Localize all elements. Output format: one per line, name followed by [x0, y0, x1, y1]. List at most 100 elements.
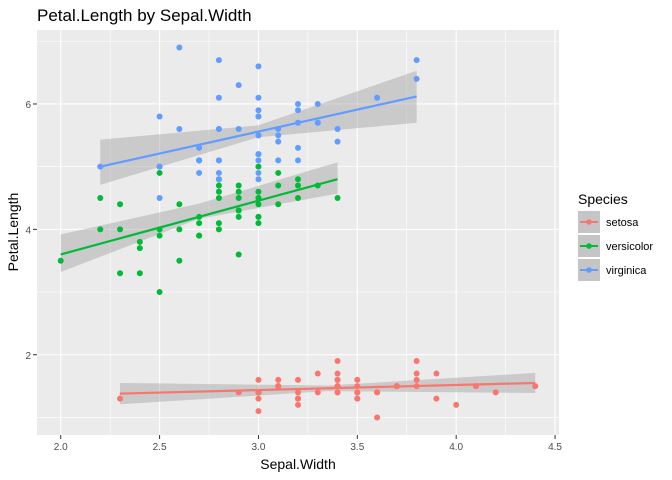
point-virginica	[295, 157, 301, 164]
point-versicolor	[334, 195, 341, 202]
legend-items: setosa versicolor virginica	[578, 211, 653, 281]
point-setosa	[374, 414, 381, 421]
point-virginica	[255, 94, 262, 101]
point-setosa	[275, 383, 282, 390]
point-virginica	[314, 100, 321, 107]
point-setosa	[354, 383, 361, 390]
point-virginica	[275, 132, 282, 139]
confidence-band-virginica	[100, 70, 417, 185]
point-versicolor	[295, 195, 301, 202]
point-virginica	[295, 100, 301, 107]
x-axis-label: Sepal.Width	[260, 456, 335, 472]
point-setosa	[295, 401, 301, 408]
point-versicolor	[176, 226, 183, 233]
point-virginica	[196, 144, 203, 151]
point-setosa	[255, 389, 262, 396]
y-axis-label: Petal.Length	[5, 193, 21, 272]
point-virginica	[196, 157, 203, 164]
point-setosa	[295, 376, 301, 383]
point-versicolor	[255, 163, 262, 170]
point-setosa	[413, 370, 420, 377]
point-virginica	[176, 126, 183, 133]
axes: 2.0 2.5 3.0 3.5 4.0 4.5 2 4 6	[25, 100, 562, 453]
point-setosa	[255, 395, 262, 402]
point-setosa	[354, 395, 361, 402]
point-setosa	[334, 389, 341, 396]
point-versicolor	[275, 201, 282, 208]
point-versicolor	[215, 188, 222, 195]
point-versicolor	[255, 220, 262, 227]
point-virginica	[235, 82, 242, 89]
point-versicolor	[156, 289, 163, 296]
point-versicolor	[314, 182, 321, 189]
point-versicolor	[117, 226, 124, 233]
point-virginica	[374, 94, 381, 101]
point-setosa	[374, 389, 381, 396]
legend-dot-versicolor	[586, 243, 592, 249]
point-versicolor	[97, 226, 104, 233]
point-virginica	[413, 75, 420, 82]
x-tick-label: 2.0	[54, 442, 68, 453]
point-virginica	[215, 157, 222, 164]
legend-dot-setosa	[586, 219, 592, 225]
point-virginica	[255, 176, 262, 183]
grid-lines	[37, 30, 559, 435]
point-setosa	[235, 389, 242, 396]
point-versicolor	[215, 182, 222, 189]
point-virginica	[275, 126, 282, 133]
point-setosa	[413, 376, 420, 383]
point-virginica	[334, 138, 341, 145]
point-virginica	[255, 107, 262, 114]
point-virginica	[156, 195, 163, 202]
point-versicolor	[156, 169, 163, 176]
data-points	[57, 44, 539, 421]
point-versicolor	[136, 245, 143, 252]
point-virginica	[156, 163, 163, 170]
point-virginica	[255, 132, 262, 139]
x-tick-label: 4.0	[449, 442, 463, 453]
point-virginica	[314, 119, 321, 126]
point-virginica	[413, 57, 420, 64]
point-setosa	[354, 376, 361, 383]
legend-label-setosa: setosa	[606, 217, 639, 229]
point-versicolor	[255, 213, 262, 220]
point-virginica	[215, 126, 222, 133]
point-versicolor	[156, 226, 163, 233]
point-virginica	[255, 63, 262, 70]
point-versicolor	[196, 220, 203, 227]
point-setosa	[255, 408, 262, 415]
point-versicolor	[117, 201, 124, 208]
point-virginica	[275, 157, 282, 164]
point-setosa	[433, 370, 440, 377]
point-versicolor	[235, 213, 242, 220]
point-versicolor	[117, 270, 124, 277]
point-versicolor	[215, 226, 222, 233]
point-versicolor	[196, 213, 203, 220]
point-setosa	[413, 358, 420, 365]
point-virginica	[215, 169, 222, 176]
point-versicolor	[97, 195, 104, 202]
point-virginica	[295, 144, 301, 151]
point-virginica	[156, 113, 163, 120]
chart-title: Petal.Length by Sepal.Width	[37, 6, 252, 25]
point-setosa	[334, 376, 341, 383]
point-versicolor	[235, 195, 242, 202]
x-tick-label: 2.5	[153, 442, 167, 453]
legend-label-virginica: virginica	[606, 265, 647, 277]
point-versicolor	[57, 257, 64, 264]
fit-line-virginica	[100, 95, 417, 168]
point-setosa	[472, 383, 479, 390]
point-virginica	[215, 176, 222, 183]
point-setosa	[354, 389, 361, 396]
point-versicolor	[156, 232, 163, 239]
x-tick-label: 3.0	[252, 442, 266, 453]
y-tick-label: 2	[25, 351, 31, 362]
point-setosa	[295, 389, 301, 396]
point-virginica	[215, 94, 222, 101]
point-versicolor	[235, 251, 242, 258]
point-versicolor	[215, 195, 222, 202]
point-virginica	[97, 163, 104, 170]
y-tick-label: 4	[25, 225, 31, 236]
point-setosa	[295, 395, 301, 402]
